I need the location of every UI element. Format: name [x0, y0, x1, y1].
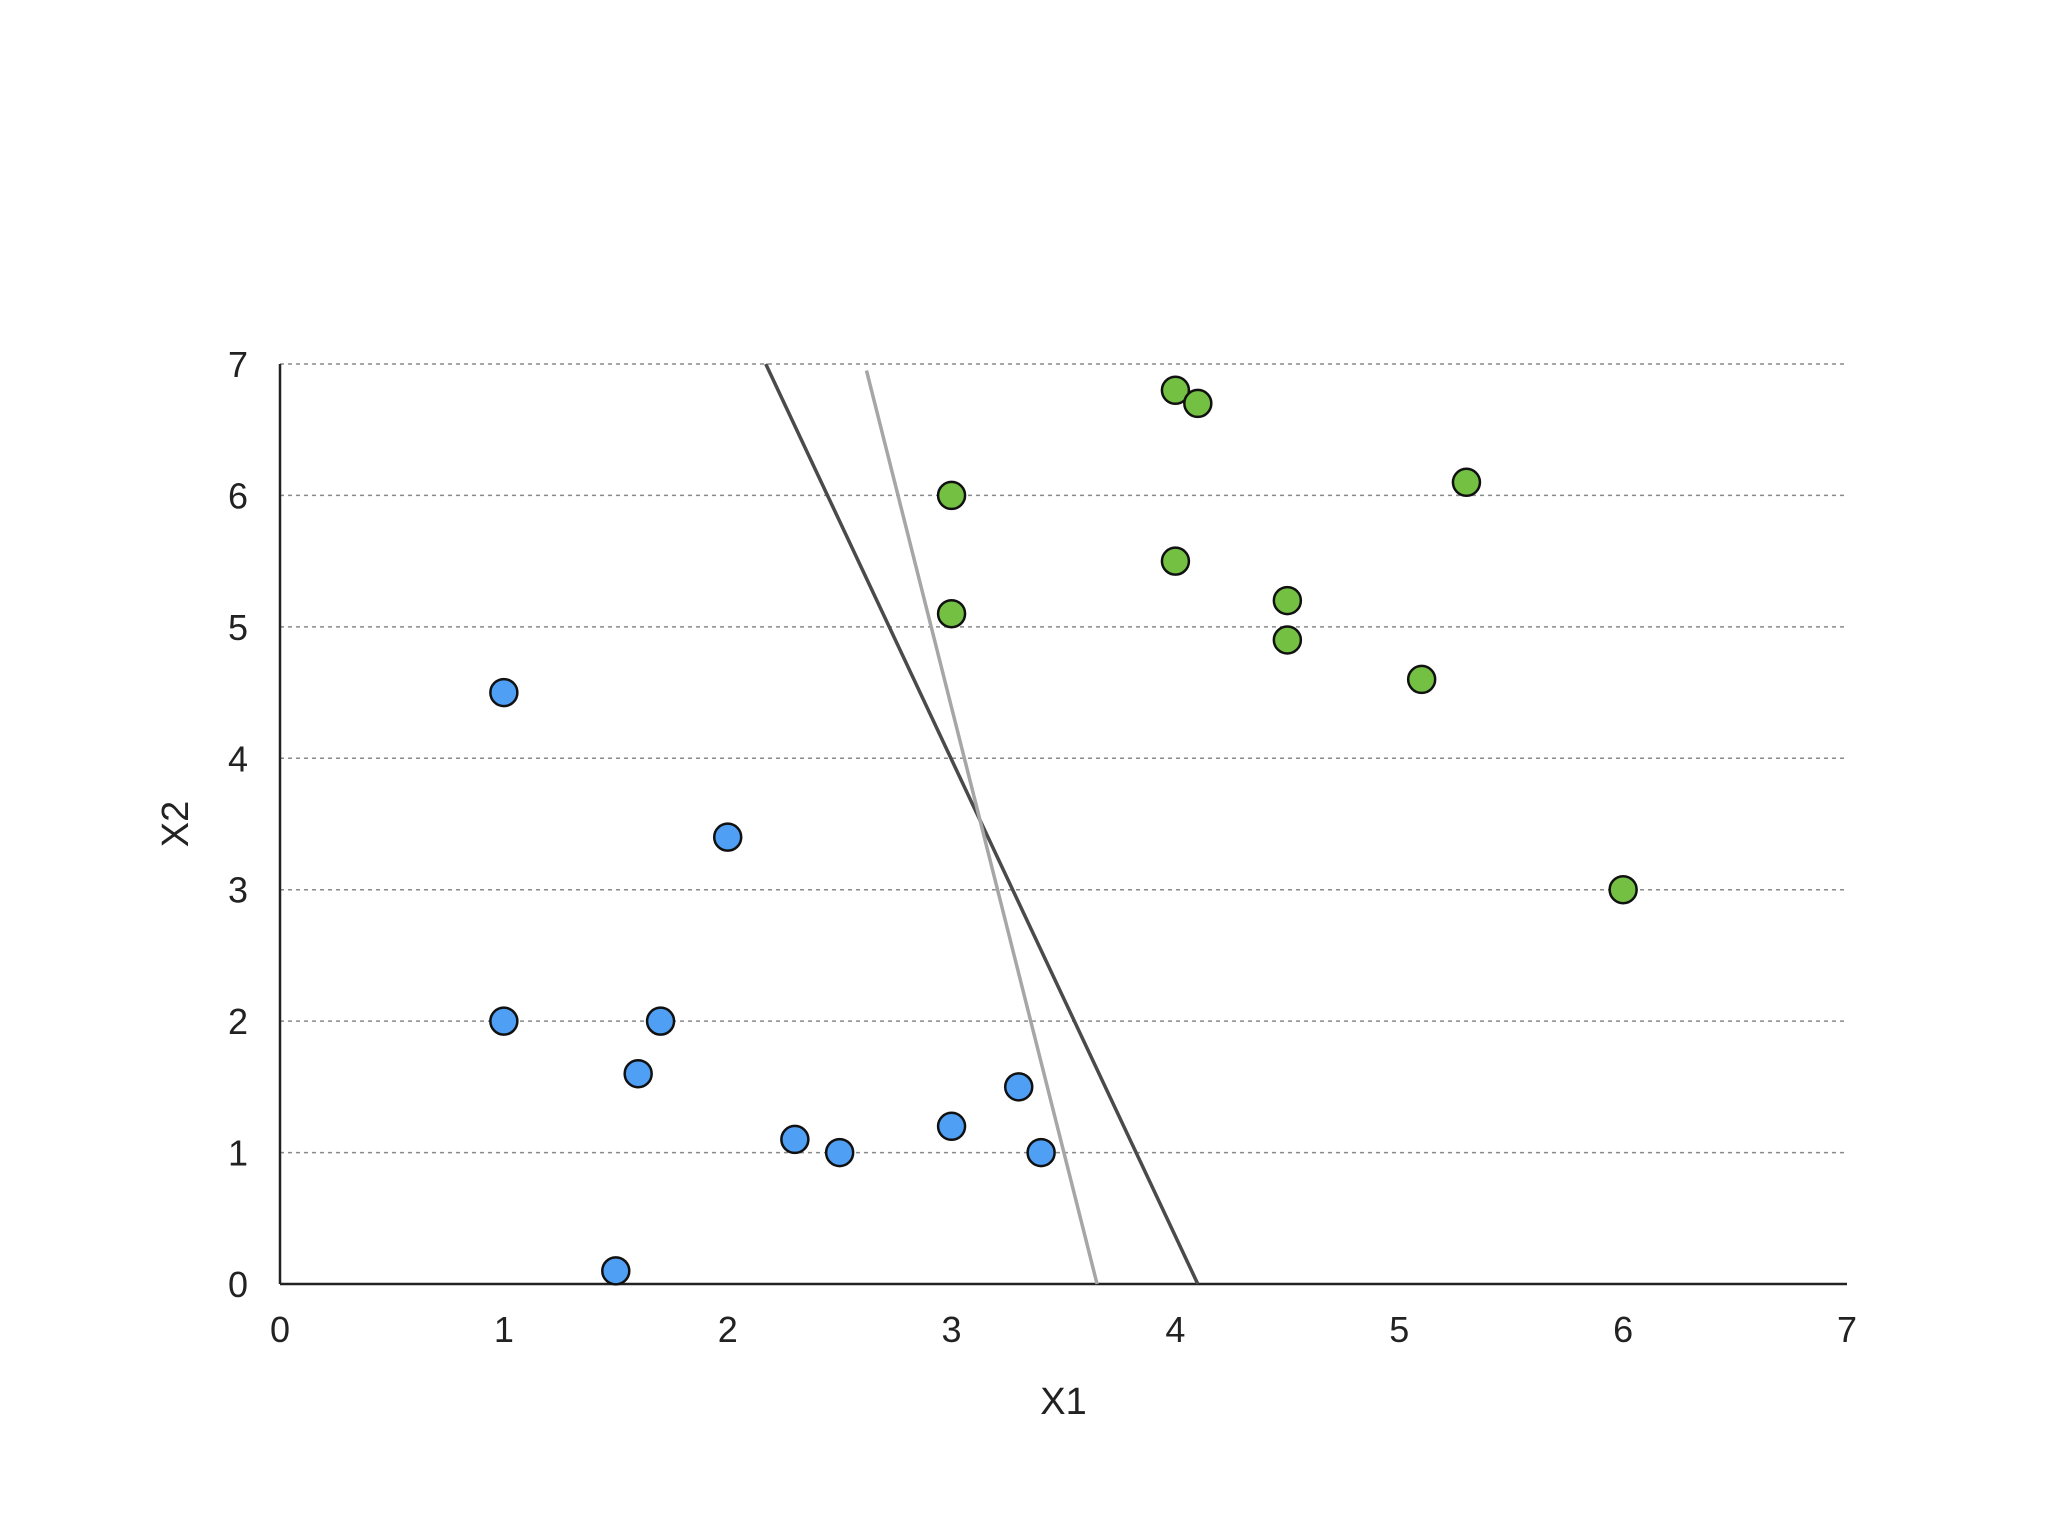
data-point-series-1	[780, 1124, 810, 1155]
x-axis-title: X1	[1040, 1381, 1086, 1423]
x-tick-label: 5	[1389, 1309, 1409, 1350]
data-point-series-2	[1272, 625, 1303, 655]
grid-lines	[280, 363, 1847, 1154]
y-tick-label: 1	[228, 1133, 248, 1174]
x-tick-label: 3	[942, 1309, 962, 1350]
data-point-series-1	[601, 1256, 631, 1286]
data-point-series-1	[1003, 1072, 1034, 1102]
y-axis-title: X2	[155, 801, 197, 847]
y-tick-label: 7	[228, 344, 248, 385]
data-point-series-2	[936, 480, 967, 511]
data-point-series-1	[489, 677, 519, 708]
y-tick-label: 0	[228, 1264, 248, 1305]
y-tick-label: 3	[228, 870, 248, 911]
data-point-series-1	[489, 1006, 519, 1036]
data-point-series-2	[1608, 874, 1638, 905]
y-tick-label: 4	[228, 738, 248, 779]
data-point-series-2	[1183, 388, 1213, 419]
x-tick-label: 1	[494, 1309, 514, 1350]
data-point-series-2	[936, 598, 967, 629]
data-point-series-1	[936, 1111, 967, 1142]
data-point-series-1	[623, 1058, 653, 1089]
x-tick-label: 7	[1837, 1309, 1857, 1350]
y-tick-label: 2	[228, 1001, 248, 1042]
x-tick-label: 4	[1165, 1309, 1185, 1350]
x-tick-label: 6	[1613, 1309, 1633, 1350]
axes	[278, 364, 1847, 1286]
data-point-series-2	[1160, 375, 1191, 406]
y-tick-label: 5	[228, 607, 248, 648]
data-point-series-2	[1406, 664, 1437, 695]
separating-line-2	[864, 370, 1099, 1285]
y-tick-label: 6	[228, 475, 248, 516]
data-point-series-2	[1451, 467, 1482, 498]
x-tick-label: 2	[718, 1309, 738, 1350]
data-point-series-1	[1026, 1137, 1056, 1168]
data-points	[489, 375, 1638, 1286]
data-point-series-1	[645, 1006, 676, 1036]
data-point-series-2	[1160, 546, 1191, 576]
data-point-series-1	[712, 822, 743, 852]
tick-labels: 0 1 2 3 4 5 6 7 0 1 2 3 4 5 6 7	[228, 344, 1857, 1350]
data-point-series-2	[1272, 585, 1303, 616]
x-tick-label: 0	[270, 1309, 290, 1350]
separating-lines	[764, 363, 1200, 1285]
data-point-series-1	[824, 1137, 855, 1168]
